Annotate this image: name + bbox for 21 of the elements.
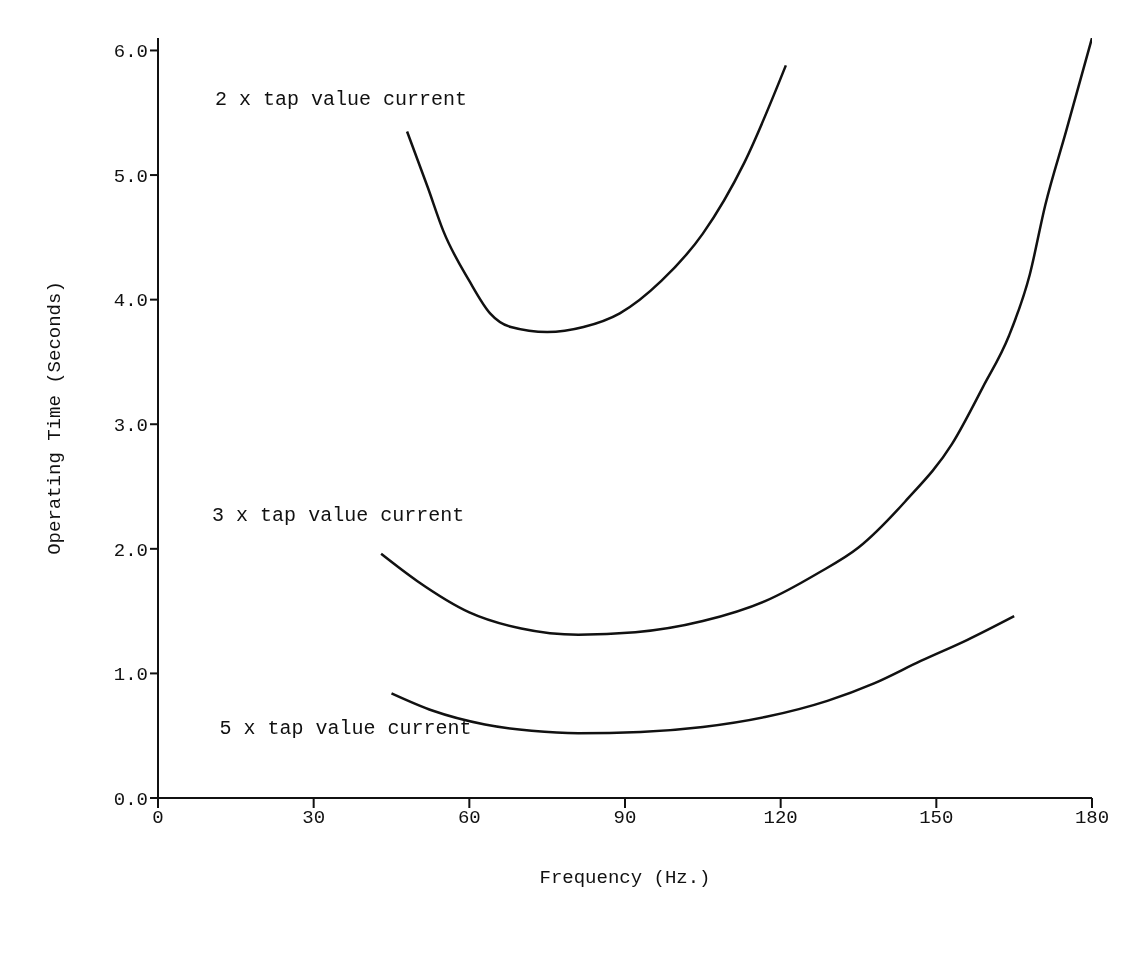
line-series	[390, 614, 1016, 735]
x-axis-title: Frequency (Hz.)	[539, 867, 711, 889]
series-label: 5 x tap value current	[219, 716, 472, 740]
y-axis-title: Operating Time (Seconds)	[43, 281, 66, 555]
y-tick-label: 6.0	[113, 41, 148, 64]
x-tick-label: 120	[763, 807, 798, 830]
text: 3 x tap value current	[212, 504, 465, 528]
y-tick-label: 5.0	[113, 165, 148, 188]
x-tick-label: 150	[919, 807, 954, 830]
y-tick-label: 2.0	[113, 539, 148, 562]
y-tick-label: 0.0	[113, 788, 148, 811]
x-tick-label: 90	[613, 807, 637, 830]
x-tick-label: 60	[457, 807, 481, 830]
x-tick-label: 30	[302, 807, 326, 830]
y-tick-label: 4.0	[113, 290, 148, 313]
x-tick-label: 0	[152, 807, 164, 830]
line-series	[379, 38, 1092, 637]
x-tick-label: 180	[1074, 807, 1110, 830]
text: 2 x tap value current	[215, 87, 468, 111]
y-tick-label: 3.0	[113, 414, 148, 437]
y-tick-label: 1.0	[113, 664, 148, 687]
